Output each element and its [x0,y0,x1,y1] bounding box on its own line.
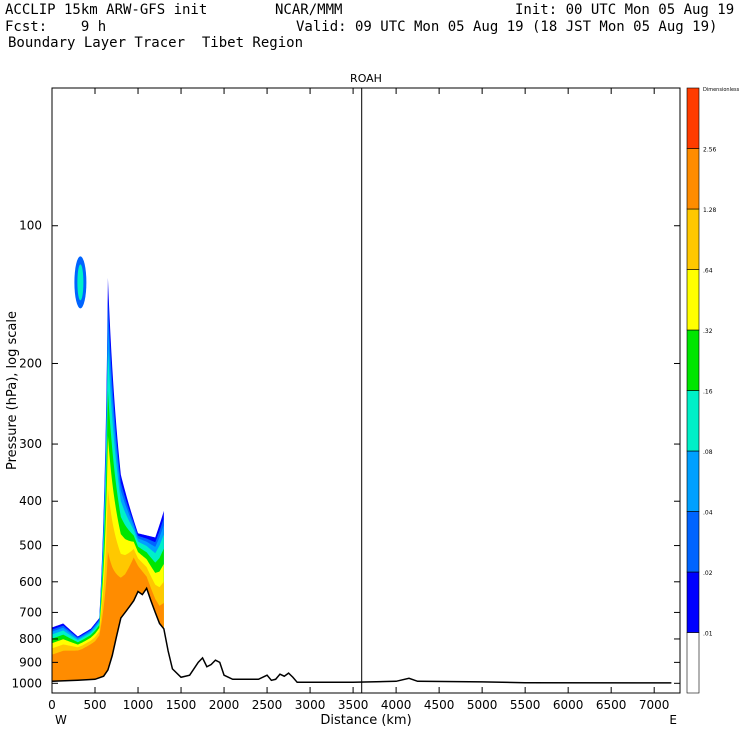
colorbar-level-label: .01 [703,631,713,638]
header-field-name: Boundary Layer Tracer Tibet Region [8,35,304,51]
colorbar-swatch-4 [686,450,700,512]
header-valid-time: Valid: 09 UTC Mon 05 Aug 19 (18 JST Mon … [296,19,718,35]
colorbar-level-label: .64 [703,268,713,275]
x-tick-label: 6000 [553,698,584,712]
y-tick-label: 300 [19,437,42,451]
terrain-surface-line [52,586,672,684]
west-end-label: W [55,713,67,727]
colorbar-swatch-6 [686,329,700,391]
y-tick-label: 800 [19,632,42,646]
x-tick-label: 0 [48,698,56,712]
x-tick-label: 4500 [424,698,455,712]
east-end-label: E [669,713,677,727]
header-init-time: Init: 00 UTC Mon 05 Aug 19 [515,2,735,18]
y-tick-label: 100 [19,219,42,233]
colorbar-level-label: .16 [703,389,713,396]
y-tick-label: 1000 [11,676,42,690]
colorbar-level-label: .04 [703,510,713,517]
y-tick-label: 700 [19,605,42,619]
colorbar-swatch-2 [686,571,700,633]
chart-title: ROAH [350,72,382,85]
colorbar-level-label: .08 [703,449,713,456]
colorbar-swatch-8 [686,208,700,270]
tracer-contour-fill-8 [52,551,164,682]
plot-frame [51,87,681,694]
y-tick-label: 900 [19,655,42,669]
x-tick-label: 3000 [295,698,326,712]
y-tick-label: 200 [19,356,42,370]
y-tick-label: 500 [19,539,42,553]
header-model-title: ACCLIP 15km ARW-GFS init [5,2,208,18]
header-forecast-hour: Fcst: 9 h [5,19,107,35]
colorbar-level-label: .32 [703,328,713,335]
colorbar-title: Dimensionless [703,87,740,93]
colorbar-level-label: .02 [703,570,713,577]
colorbar-level-label: 1.28 [703,207,717,214]
colorbar-swatch-5 [686,390,700,452]
x-tick-label: 7000 [639,698,670,712]
x-tick-label: 2000 [209,698,240,712]
x-tick-label: 6500 [596,698,627,712]
upper-tracer-plume-core [77,264,84,301]
y-tick-label: 400 [19,494,42,508]
x-tick-label: 500 [84,698,107,712]
x-tick-label: 5500 [510,698,541,712]
x-tick-label: 4000 [381,698,412,712]
x-tick-label: 1500 [166,698,197,712]
x-tick-label: 1000 [123,698,154,712]
colorbar-swatch-1 [686,632,700,694]
header-org: NCAR/MMM [275,2,343,18]
colorbar-swatch-3 [686,511,700,573]
x-axis-label: Distance (km) [320,713,411,728]
y-axis-label: Pressure (hPa), log scale [5,311,20,470]
colorbar-level-label: 2.56 [703,147,717,154]
colorbar-swatch-10 [686,87,700,149]
colorbar-swatch-7 [686,269,700,331]
x-tick-label: 3500 [338,698,369,712]
x-tick-label: 5000 [467,698,498,712]
x-tick-label: 2500 [252,698,283,712]
colorbar-swatch-9 [686,148,700,210]
y-tick-label: 600 [19,575,42,589]
